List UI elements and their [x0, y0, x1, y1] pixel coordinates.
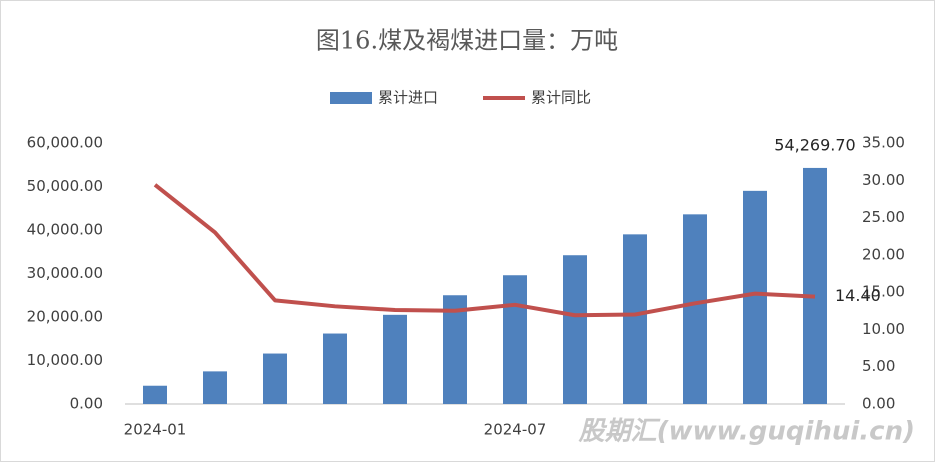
x-tick-label: 2024-07 — [484, 421, 547, 439]
line — [153, 183, 816, 318]
y-tick-label: 30,000.00 — [27, 264, 103, 282]
y-tick-label: 0.00 — [70, 395, 103, 413]
y2-tick-label: 35.00 — [862, 134, 905, 152]
x-tick-label: 2024-01 — [124, 421, 187, 439]
y2-tick-label: 15.00 — [862, 283, 905, 301]
watermark: 股期汇(www.guqihui.cn) — [578, 417, 915, 447]
y-tick-label: 10,000.00 — [27, 351, 103, 369]
y2-tick-label: 0.00 — [862, 395, 895, 413]
bar — [683, 214, 707, 404]
bar — [743, 190, 767, 404]
y2-tick-label: 20.00 — [862, 245, 905, 263]
bar — [383, 314, 407, 404]
bar — [323, 333, 347, 404]
bar — [143, 385, 167, 404]
y2-tick-label: 5.00 — [862, 357, 895, 375]
bar — [803, 167, 827, 404]
bar — [563, 255, 587, 404]
bar — [503, 275, 527, 404]
y-tick-label: 60,000.00 — [27, 134, 103, 152]
legend-swatch — [330, 92, 372, 104]
chart-title: 图16.煤及褐煤进口量：万吨 — [316, 27, 618, 55]
line-value-label: 14.40 — [835, 286, 881, 305]
bar — [203, 371, 227, 404]
y2-tick-label: 25.00 — [862, 208, 905, 226]
y-tick-label: 40,000.00 — [27, 221, 103, 239]
bar — [443, 295, 467, 404]
legend-label: 累计进口 — [378, 89, 438, 107]
bar-value-label: 54,269.70 — [774, 135, 855, 154]
y-tick-label: 50,000.00 — [27, 177, 103, 195]
y-tick-label: 20,000.00 — [27, 308, 103, 326]
y2-tick-label: 10.00 — [862, 320, 905, 338]
y2-tick-label: 30.00 — [862, 171, 905, 189]
bar — [623, 234, 647, 404]
legend-label: 累计同比 — [531, 89, 591, 107]
bar — [263, 353, 287, 404]
